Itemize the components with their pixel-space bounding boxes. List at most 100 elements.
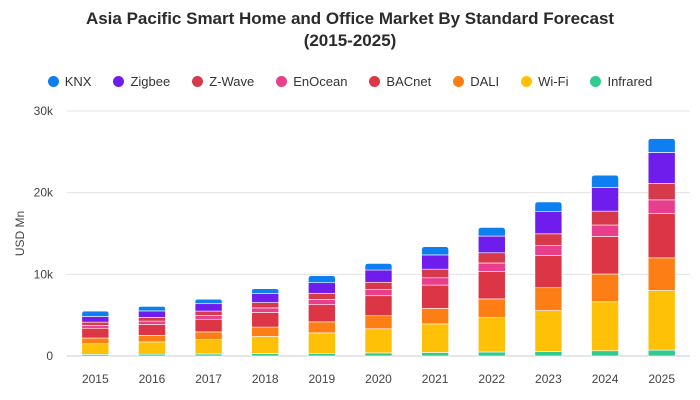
- bar-zigbee-2015[interactable]: [81, 316, 110, 323]
- bar-z-wave-2017[interactable]: [194, 310, 223, 316]
- bar-bacnet-2020[interactable]: [364, 295, 393, 317]
- bar-enocean-2021[interactable]: [421, 277, 449, 286]
- bar-zigbee-2020[interactable]: [364, 269, 393, 283]
- bar-dali-2023[interactable]: [534, 287, 563, 311]
- bar-z-wave-2024[interactable]: [591, 210, 619, 226]
- bar-dali-2024[interactable]: [591, 273, 619, 303]
- bar-z-wave-2025[interactable]: [647, 183, 676, 201]
- bar-bacnet-2024[interactable]: [591, 236, 619, 275]
- legend-item-wi-fi[interactable]: Wi-Fi: [521, 74, 568, 89]
- bar-enocean-2019[interactable]: [308, 299, 336, 306]
- bar-zigbee-2024[interactable]: [591, 187, 619, 212]
- bar-zigbee-2021[interactable]: [421, 254, 449, 270]
- legend-label: Wi-Fi: [538, 74, 569, 89]
- legend-item-infrared[interactable]: Infrared: [590, 74, 652, 89]
- legend-item-enocean[interactable]: EnOcean: [276, 74, 347, 89]
- bar-z-wave-2015[interactable]: [81, 321, 110, 326]
- legend-item-zigbee[interactable]: Zigbee: [113, 74, 170, 89]
- bar-wi-fi-2023[interactable]: [534, 310, 563, 352]
- bar-infrared-2017[interactable]: [194, 353, 223, 357]
- bar-bacnet-2022[interactable]: [477, 271, 506, 300]
- bar-bacnet-2018[interactable]: [251, 312, 280, 328]
- bar-infrared-2018[interactable]: [251, 353, 280, 357]
- legend-item-z-wave[interactable]: Z-Wave: [192, 74, 254, 89]
- bar-enocean-2022[interactable]: [477, 262, 506, 272]
- bar-zigbee-2019[interactable]: [308, 282, 336, 294]
- bar-dali-2015[interactable]: [81, 337, 110, 345]
- bar-bacnet-2021[interactable]: [421, 284, 449, 309]
- bar-knx-2018[interactable]: [251, 288, 280, 294]
- bar-knx-2017[interactable]: [194, 298, 223, 305]
- bar-stack-2019: [308, 275, 336, 357]
- bar-zigbee-2022[interactable]: [477, 235, 506, 254]
- legend-marker-enocean: [276, 76, 288, 87]
- bar-infrared-2024[interactable]: [591, 350, 619, 357]
- bar-z-wave-2016[interactable]: [138, 317, 166, 322]
- bar-zigbee-2017[interactable]: [194, 303, 223, 312]
- bar-bacnet-2017[interactable]: [194, 318, 223, 333]
- bar-wi-fi-2025[interactable]: [647, 290, 676, 351]
- bar-stack-2022: [477, 227, 506, 357]
- bar-z-wave-2021[interactable]: [421, 268, 449, 279]
- bar-knx-2024[interactable]: [591, 174, 619, 188]
- bar-wi-fi-2016[interactable]: [138, 341, 166, 355]
- bar-dali-2019[interactable]: [308, 321, 336, 334]
- bar-zigbee-2023[interactable]: [534, 211, 563, 235]
- bar-dali-2018[interactable]: [251, 326, 280, 337]
- bar-knx-2016[interactable]: [138, 306, 166, 312]
- bar-enocean-2020[interactable]: [364, 289, 393, 297]
- bar-zigbee-2016[interactable]: [138, 310, 166, 318]
- bar-wi-fi-2021[interactable]: [421, 323, 449, 353]
- bar-enocean-2017[interactable]: [194, 315, 223, 320]
- bar-zigbee-2025[interactable]: [647, 152, 676, 184]
- bar-enocean-2015[interactable]: [81, 325, 110, 329]
- bar-wi-fi-2017[interactable]: [194, 339, 223, 355]
- bar-bacnet-2025[interactable]: [647, 213, 676, 259]
- legend-item-bacnet[interactable]: BACnet: [369, 74, 431, 89]
- bar-infrared-2021[interactable]: [421, 352, 449, 357]
- bar-infrared-2023[interactable]: [534, 351, 563, 357]
- bar-knx-2025[interactable]: [647, 138, 676, 153]
- bar-enocean-2023[interactable]: [534, 245, 563, 256]
- bar-dali-2016[interactable]: [138, 335, 166, 343]
- bar-infrared-2022[interactable]: [477, 351, 506, 357]
- bar-infrared-2025[interactable]: [647, 349, 676, 357]
- bar-knx-2023[interactable]: [534, 201, 563, 212]
- bar-dali-2025[interactable]: [647, 257, 676, 291]
- bar-wi-fi-2022[interactable]: [477, 317, 506, 353]
- bar-z-wave-2019[interactable]: [308, 292, 336, 300]
- bar-z-wave-2020[interactable]: [364, 281, 393, 290]
- bar-dali-2021[interactable]: [421, 308, 449, 325]
- bar-knx-2015[interactable]: [81, 310, 110, 317]
- bar-knx-2019[interactable]: [308, 275, 336, 283]
- bar-dali-2017[interactable]: [194, 331, 223, 340]
- bar-enocean-2024[interactable]: [591, 224, 619, 237]
- bar-dali-2020[interactable]: [364, 315, 393, 330]
- legend-item-knx[interactable]: KNX: [47, 74, 91, 89]
- bar-infrared-2020[interactable]: [364, 352, 393, 357]
- legend-marker-bacnet: [369, 76, 381, 87]
- bar-z-wave-2022[interactable]: [477, 252, 506, 264]
- bar-bacnet-2016[interactable]: [138, 324, 166, 336]
- bar-enocean-2018[interactable]: [251, 307, 280, 313]
- bar-wi-fi-2024[interactable]: [591, 301, 619, 352]
- bar-z-wave-2018[interactable]: [251, 302, 280, 309]
- bar-bacnet-2023[interactable]: [534, 255, 563, 289]
- bar-knx-2020[interactable]: [364, 263, 393, 271]
- bar-enocean-2016[interactable]: [138, 320, 166, 325]
- bar-wi-fi-2018[interactable]: [251, 336, 280, 354]
- bar-knx-2021[interactable]: [421, 246, 449, 256]
- bar-wi-fi-2019[interactable]: [308, 332, 336, 354]
- bar-infrared-2019[interactable]: [308, 353, 336, 357]
- bar-z-wave-2023[interactable]: [534, 233, 563, 246]
- bar-enocean-2025[interactable]: [647, 199, 676, 214]
- bar-knx-2022[interactable]: [477, 227, 506, 237]
- bar-wi-fi-2020[interactable]: [364, 328, 393, 354]
- bar-dali-2022[interactable]: [477, 298, 506, 318]
- bar-zigbee-2018[interactable]: [251, 293, 280, 303]
- bar-bacnet-2019[interactable]: [308, 304, 336, 323]
- bar-bacnet-2015[interactable]: [81, 327, 110, 339]
- legend-label: Infrared: [607, 74, 653, 89]
- legend-item-dali[interactable]: DALI: [453, 74, 499, 89]
- bar-wi-fi-2015[interactable]: [81, 343, 110, 355]
